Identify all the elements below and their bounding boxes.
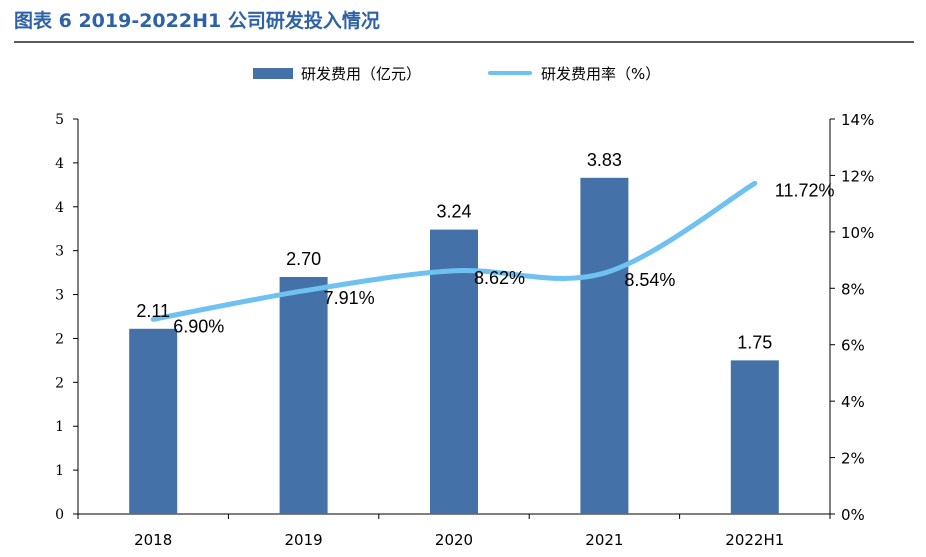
x-tick-label: 2022H1: [725, 531, 784, 549]
bar-value-label: 3.83: [587, 150, 622, 170]
rate-value-label: 11.72%: [775, 180, 835, 200]
bar-value-label: 3.24: [436, 202, 471, 222]
bar: [129, 328, 178, 514]
y-left-tick-label: 2: [55, 331, 64, 347]
x-tick-label: 2018: [134, 531, 172, 549]
data-labels: 2.11 2.70 3.24 3.83 1.75 6.90% 7.91% 8.62% 8.54%…: [136, 150, 834, 353]
legend-label-bar: 研发费用（亿元）: [301, 65, 421, 83]
line-series: [150, 180, 758, 322]
y-right-tick-label: 0%: [841, 506, 865, 524]
x-tick-label: 2020: [435, 531, 473, 549]
title-rule: [14, 41, 914, 43]
y-right-tick-label: 8%: [841, 280, 865, 298]
legend: 研发费用（亿元） 研发费用率（%）: [253, 65, 660, 83]
y-right-tick-label: 12%: [841, 167, 874, 185]
y-right-tick-label: 4%: [841, 393, 865, 411]
rate-value-label: 7.91%: [324, 288, 375, 308]
y-left-tick-label: 0: [55, 507, 64, 523]
y-left-tick-label: 2: [55, 375, 64, 391]
y-right-tick-label: 2%: [841, 450, 865, 468]
bar: [279, 277, 328, 514]
y-left-tick-label: 1: [55, 463, 64, 479]
y-right-tick-label: 14%: [841, 111, 874, 129]
bar: [580, 177, 629, 515]
y-left-tick-label: 1: [55, 419, 64, 435]
y-left-tick-label: 3: [55, 288, 64, 304]
rate-value-label: 8.62%: [474, 268, 525, 288]
x-tick-label: 2021: [585, 531, 623, 549]
bar: [730, 360, 779, 514]
y-right-tick-label: 6%: [841, 337, 865, 355]
y-left-tick-label: 5: [55, 112, 64, 128]
bar: [430, 229, 478, 514]
bar-value-label: 1.75: [737, 332, 772, 352]
rate-value-label: 8.54%: [624, 270, 675, 290]
y-left-tick-label: 4: [55, 200, 64, 216]
y-right-tick-label: 10%: [841, 224, 874, 242]
legend-swatch-bar: [253, 68, 293, 79]
bar-series: [129, 177, 779, 515]
legend-label-line: 研发费用率（%）: [541, 65, 660, 83]
bar-value-label: 2.70: [286, 249, 321, 269]
y-left-tick-label: 4: [55, 156, 64, 172]
rate-value-label: 6.90%: [173, 316, 224, 336]
chart-title: 图表 6 2019-2022H1 公司研发投入情况: [14, 10, 380, 32]
bar-value-label: 2.11: [136, 301, 170, 321]
x-tick-label: 2019: [285, 531, 323, 549]
y-left-tick-label: 3: [55, 244, 64, 260]
